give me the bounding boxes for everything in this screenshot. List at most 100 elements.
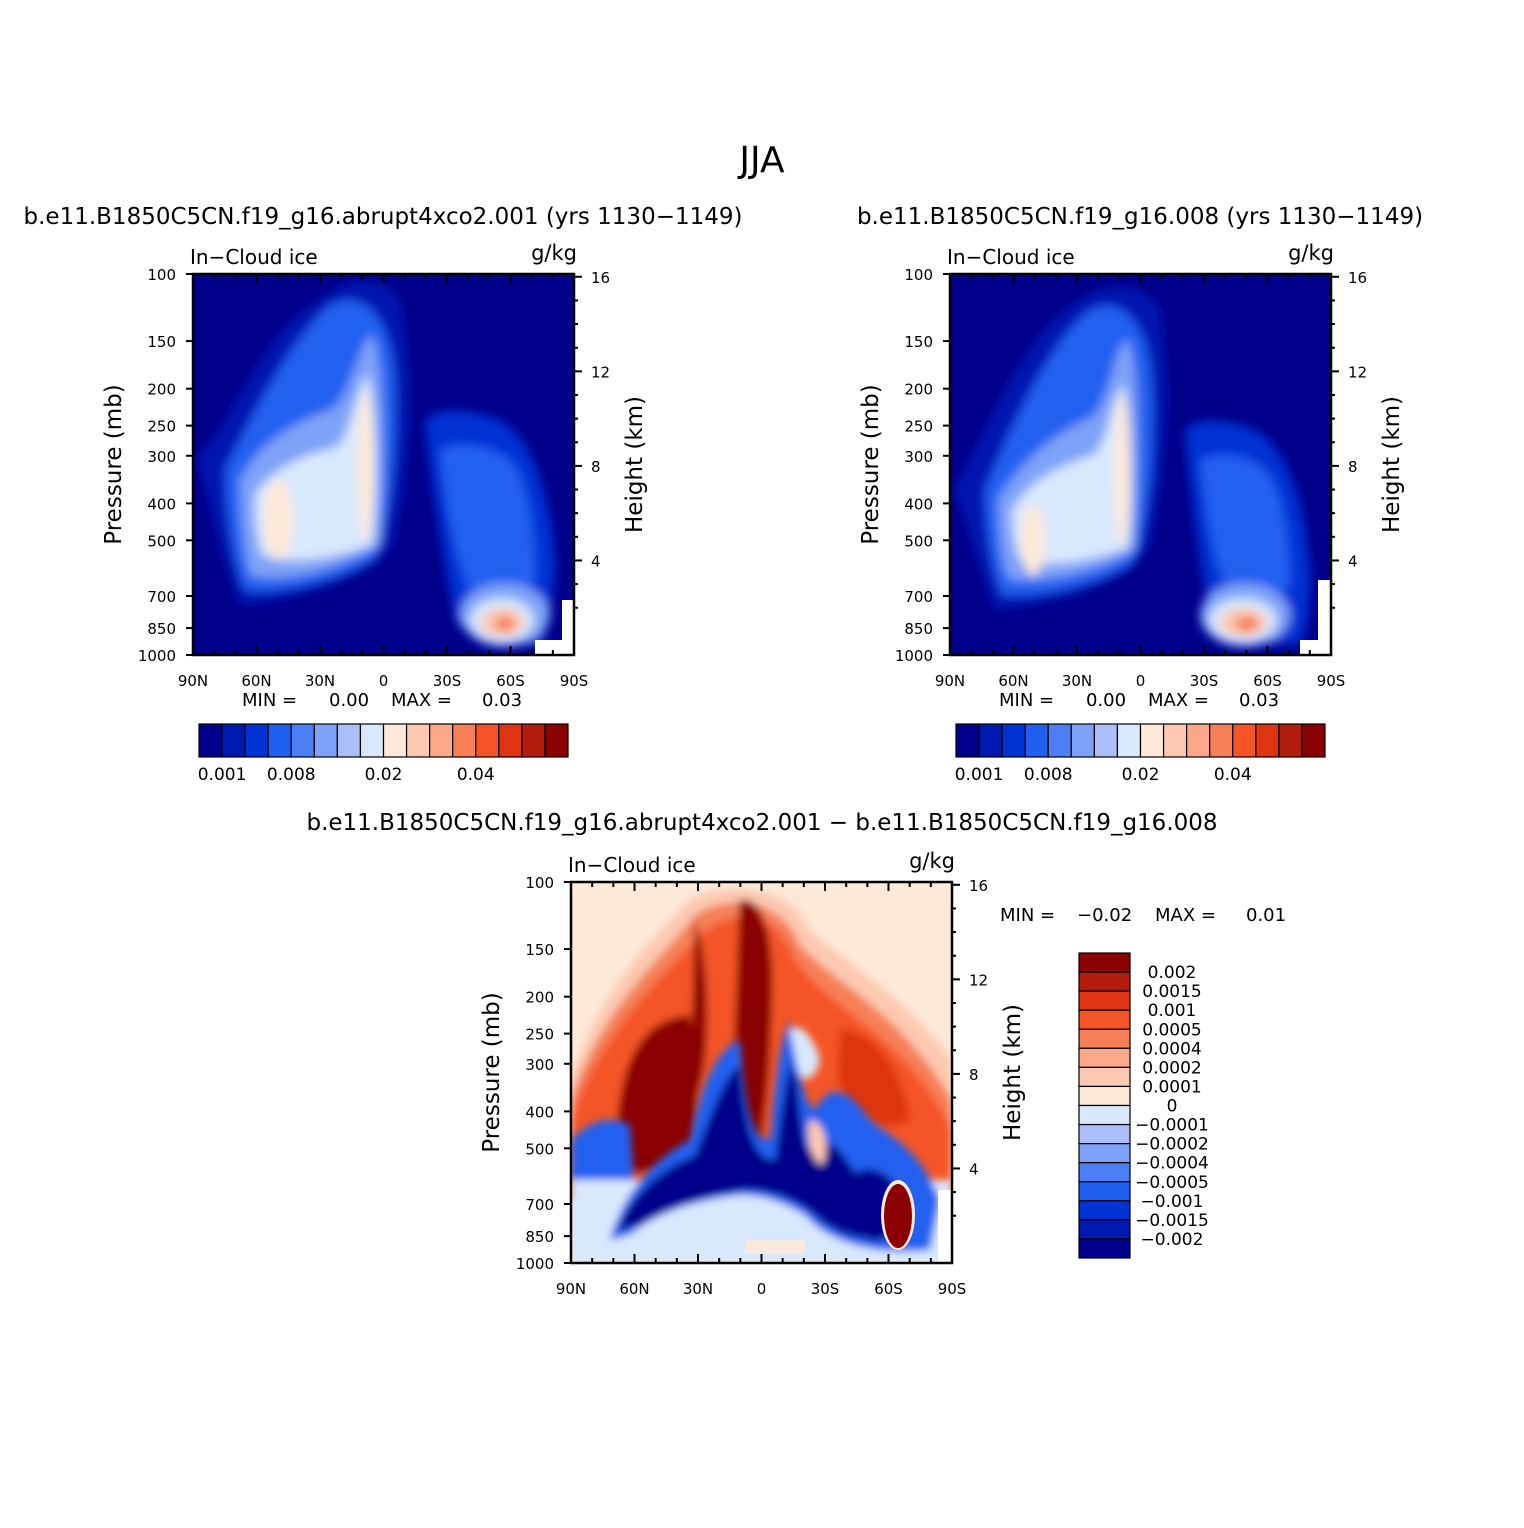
panel-1-min-label: MIN = xyxy=(242,690,297,711)
y-tick-label: 1000 xyxy=(895,647,933,665)
y-tick-label: 150 xyxy=(525,941,554,959)
y-tick-label: 500 xyxy=(525,1140,554,1158)
y-tick-label: 100 xyxy=(147,266,176,284)
colorbar-swatch xyxy=(1078,1047,1131,1068)
colorbar-label: 0.001 xyxy=(198,765,247,785)
y-tick-label: 250 xyxy=(904,418,933,436)
panel-2-max-value: 0.03 xyxy=(1239,690,1279,711)
panel-2-plot xyxy=(950,274,1331,655)
colorbar-swatch xyxy=(452,723,477,758)
x-tick-label: 30S xyxy=(811,1280,840,1298)
colorbar-swatch xyxy=(1078,952,1131,973)
colorbar-panel-3: 0.0020.00150.0010.00050.00040.00020.0001… xyxy=(1078,952,1209,1259)
colorbar-swatch xyxy=(1255,723,1280,758)
panel-2-title: b.e11.B1850C5CN.f19_g16.008 (yrs 1130−11… xyxy=(857,204,1423,230)
y-tick-label: 1000 xyxy=(138,647,176,665)
colorbar-label: 0 xyxy=(1167,1097,1178,1117)
y-tick-label: 150 xyxy=(904,333,933,351)
x-tick-label: 30N xyxy=(683,1280,713,1298)
colorbar-swatch xyxy=(1024,723,1049,758)
y-tick-label: 300 xyxy=(525,1056,554,1074)
y-tick-label: 200 xyxy=(525,989,554,1007)
x-tick-label: 60N xyxy=(998,672,1028,690)
colorbar-swatch xyxy=(1078,990,1131,1011)
colorbar-swatch xyxy=(1139,723,1165,758)
x-tick-label: 0 xyxy=(379,672,389,690)
colorbar-label: −0.0002 xyxy=(1135,1135,1209,1155)
colorbar-swatch xyxy=(221,723,246,758)
panel-3-min-value: −0.02 xyxy=(1077,905,1132,926)
colorbar-label: 0.04 xyxy=(1214,765,1252,785)
colorbar-swatch xyxy=(544,723,569,758)
colorbar-swatch xyxy=(1078,1219,1131,1240)
colorbar-swatch xyxy=(382,723,408,758)
colorbar-swatch xyxy=(1232,723,1257,758)
y-tick-label: 700 xyxy=(147,588,176,606)
y2-axis-label: Height (km) xyxy=(622,396,648,533)
colorbar-swatch xyxy=(1078,1238,1131,1259)
colorbar-swatch xyxy=(1278,723,1303,758)
y2-tick-label: 12 xyxy=(969,971,988,989)
x-tick-label: 90N xyxy=(178,672,208,690)
page-title: JJA xyxy=(737,140,785,181)
y-tick-label: 850 xyxy=(904,620,933,638)
colorbar-swatch xyxy=(1078,1200,1131,1221)
colorbar-swatch xyxy=(290,723,315,758)
colorbar-swatch xyxy=(267,723,292,758)
panel-1-min-value: 0.00 xyxy=(329,690,369,711)
y-tick-label: 100 xyxy=(904,266,933,284)
colorbar-swatch xyxy=(955,723,980,758)
y-tick-label: 200 xyxy=(904,381,933,399)
y2-tick-label: 16 xyxy=(591,269,610,287)
y2-tick-label: 8 xyxy=(591,458,601,476)
y-tick-label: 200 xyxy=(147,381,176,399)
colorbar-swatch xyxy=(1078,1085,1131,1107)
colorbar-label: 0.0002 xyxy=(1142,1058,1201,1078)
colorbar-label: −0.0004 xyxy=(1135,1154,1209,1174)
colorbar-swatch xyxy=(1001,723,1026,758)
colorbar-swatch xyxy=(1078,1028,1131,1049)
panel-1-max-value: 0.03 xyxy=(482,690,522,711)
y-tick-label: 150 xyxy=(147,333,176,351)
panel-1-axes: 100 150 200 250 300 400 500 700 850 1000 16 12 8 4 90N… xyxy=(101,241,648,690)
panel-1-max-label: MAX = xyxy=(391,690,452,711)
y2-tick-label: 16 xyxy=(969,877,988,895)
colorbar-panel-2: 0.001 0.008 0.02 0.04 xyxy=(955,723,1326,785)
y-tick-label: 700 xyxy=(904,588,933,606)
y-tick-label: 400 xyxy=(147,495,176,513)
y-tick-label: 700 xyxy=(525,1196,554,1214)
colorbar-swatch xyxy=(1093,723,1119,758)
colorbar-label: 0.001 xyxy=(1148,1001,1197,1021)
y-tick-label: 400 xyxy=(525,1103,554,1121)
colorbar-swatch xyxy=(498,723,523,758)
colorbar-swatch xyxy=(1078,1066,1131,1088)
colorbar-swatch xyxy=(1078,1009,1131,1030)
colorbar-label: 0.0001 xyxy=(1142,1077,1201,1097)
units-label: g/kg xyxy=(531,241,577,265)
y-tick-label: 300 xyxy=(904,448,933,466)
colorbar-swatch xyxy=(359,723,385,758)
panel-1-title: b.e11.B1850C5CN.f19_g16.abrupt4xco2.001 … xyxy=(24,204,743,230)
colorbar-label: 0.04 xyxy=(457,765,495,785)
y2-tick-label: 4 xyxy=(591,552,601,570)
colorbar-label: −0.002 xyxy=(1141,1230,1204,1250)
y-tick-label: 850 xyxy=(525,1228,554,1246)
colorbar-swatch xyxy=(1047,723,1072,758)
field-label: In−Cloud ice xyxy=(190,245,318,269)
panel-2-min-value: 0.00 xyxy=(1086,690,1126,711)
y2-tick-label: 16 xyxy=(1348,269,1367,287)
x-tick-label: 0 xyxy=(1136,672,1146,690)
colorbar-swatch xyxy=(475,723,500,758)
panel-1-plot xyxy=(193,274,574,655)
colorbar-swatch xyxy=(1078,1143,1131,1164)
colorbar-label: 0.02 xyxy=(365,765,403,785)
colorbar-swatch xyxy=(429,723,454,758)
colorbar-swatch xyxy=(978,723,1003,758)
colorbar-swatch xyxy=(1116,723,1142,758)
field-label: In−Cloud ice xyxy=(947,245,1075,269)
colorbar-panel-1: 0.001 0.008 0.02 0.04 xyxy=(198,723,569,785)
y-axis-label: Pressure (mb) xyxy=(479,992,505,1152)
y2-axis-label: Height (km) xyxy=(1000,1004,1026,1141)
colorbar-label: 0.0005 xyxy=(1142,1020,1201,1040)
y-tick-label: 400 xyxy=(904,495,933,513)
